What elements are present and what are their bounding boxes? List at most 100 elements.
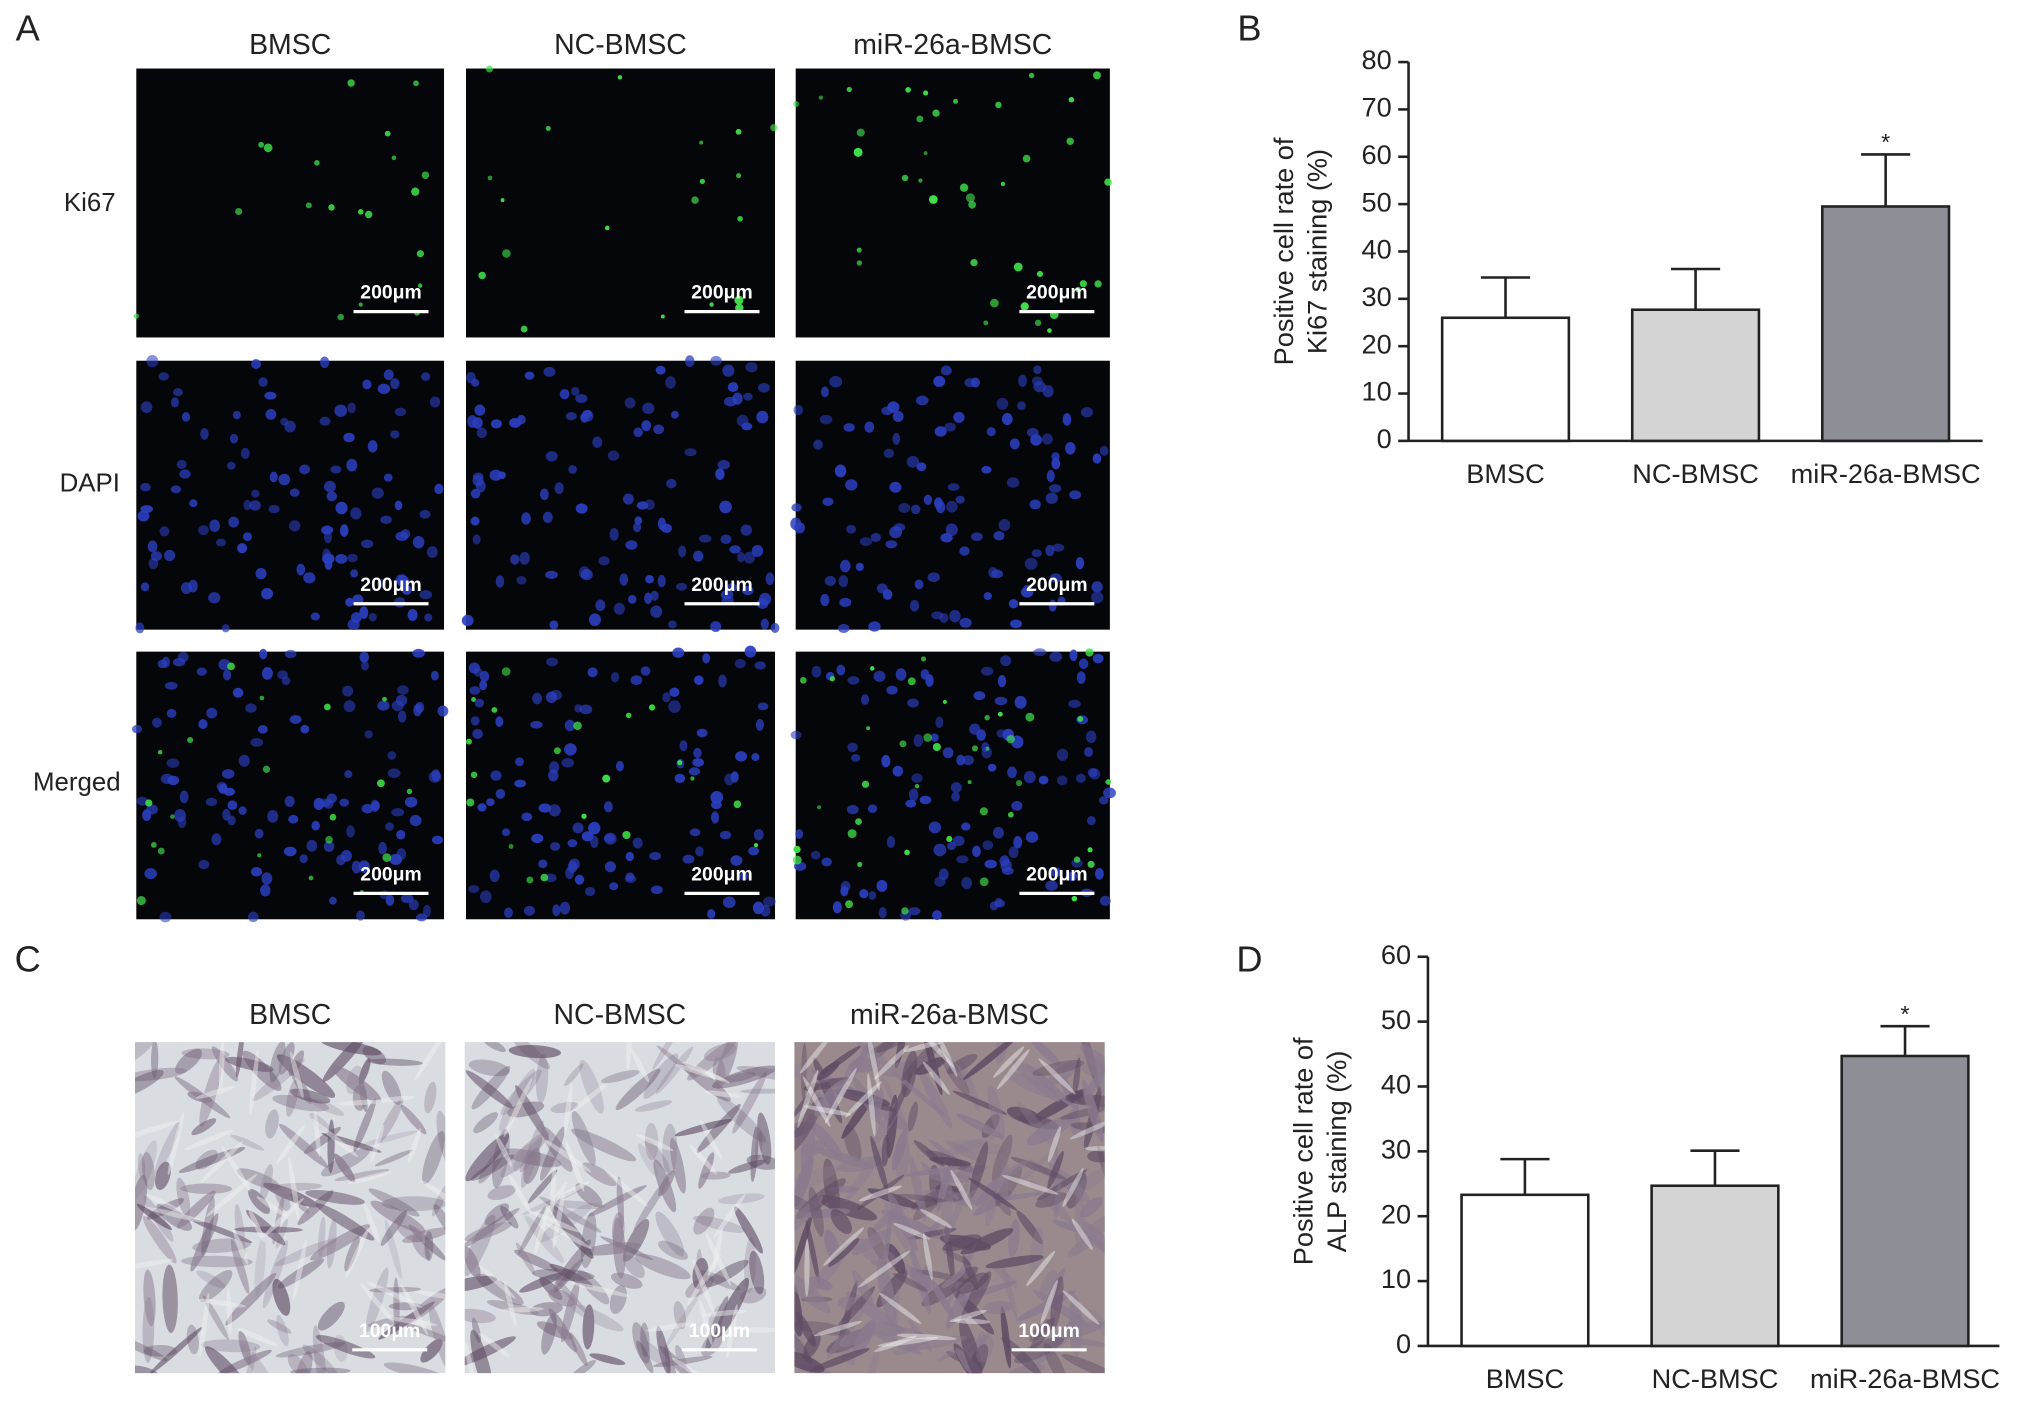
- cell: [422, 1131, 445, 1185]
- nucleus: [258, 377, 268, 387]
- nucleus: [177, 816, 187, 829]
- nucleus: [607, 450, 620, 461]
- nucleus: [503, 907, 513, 918]
- nucleus: [390, 378, 400, 390]
- cell: [1048, 1060, 1079, 1086]
- nucleus: [229, 433, 239, 444]
- nucleus: [748, 846, 760, 856]
- cell: [887, 1191, 918, 1252]
- cell-highlight: [360, 1283, 395, 1323]
- nucleus: [329, 896, 337, 905]
- scale-bar-label: 100μm: [1018, 1320, 1079, 1342]
- nucleus: [398, 574, 408, 585]
- cells: [794, 1042, 1105, 1374]
- cell: [582, 1162, 617, 1187]
- nucleus: [461, 614, 474, 627]
- cell: [600, 1070, 640, 1084]
- nucleus: [222, 669, 232, 681]
- cell: [465, 1070, 513, 1109]
- cell-highlight: [699, 1299, 713, 1345]
- nucleus: [650, 885, 663, 895]
- cell: [987, 1084, 1005, 1141]
- cell-highlight: [922, 1232, 933, 1281]
- nucleus: [391, 808, 405, 817]
- y-tick-label: 40: [1381, 1069, 1411, 1100]
- cell: [805, 1220, 820, 1284]
- nucleus: [813, 439, 823, 450]
- nucleus: [1092, 653, 1104, 664]
- nucleus: [163, 549, 176, 562]
- cell-highlight: [348, 1171, 392, 1185]
- cell: [315, 1203, 375, 1241]
- cell: [808, 1186, 824, 1237]
- cell-highlight: [345, 1227, 369, 1279]
- cell-highlight: [857, 1250, 911, 1288]
- cell-highlight: [414, 1042, 446, 1081]
- cell: [749, 1250, 765, 1295]
- cell: [984, 1160, 1027, 1191]
- nucleus: [678, 545, 687, 558]
- nucleus: [221, 768, 235, 779]
- cell: [332, 1065, 382, 1103]
- nucleus: [717, 459, 731, 470]
- column-header: miR-26a-BMSC: [850, 999, 1049, 1031]
- nucleus: [250, 738, 264, 747]
- nucleus: [839, 597, 852, 607]
- nucleus: [552, 904, 561, 917]
- nucleus: [189, 499, 198, 508]
- ki67-dot: [990, 298, 999, 308]
- nucleus: [173, 388, 183, 397]
- nucleus: [530, 720, 543, 729]
- nucleus: [437, 705, 449, 717]
- nucleus: [323, 798, 334, 809]
- nucleus: [344, 770, 353, 779]
- y-tick-label: 70: [1362, 92, 1392, 123]
- nucleus: [394, 407, 407, 417]
- nucleus: [625, 540, 638, 550]
- cell: [431, 1183, 446, 1217]
- ki67-dot: [305, 202, 312, 209]
- y-tick-label: 60: [1381, 939, 1411, 970]
- nucleus: [267, 809, 279, 823]
- nucleus: [730, 855, 743, 866]
- nucleus: [756, 598, 769, 609]
- nucleus: [675, 582, 688, 591]
- nucleus: [882, 589, 893, 600]
- ki67-dot: [500, 198, 505, 203]
- ki67-dot: [800, 677, 807, 684]
- nucleus: [669, 687, 680, 698]
- ki67-dot: [995, 101, 1002, 109]
- cell: [794, 1270, 831, 1313]
- nucleus: [546, 657, 559, 667]
- micrograph: 200μm: [135, 355, 445, 634]
- cell-highlight: [503, 1077, 533, 1138]
- nucleus: [300, 724, 310, 734]
- cell: [1029, 1042, 1061, 1066]
- cell-highlight: [236, 1327, 279, 1347]
- nucleus: [350, 569, 359, 578]
- nucleus: [855, 562, 864, 572]
- nucleus: [324, 480, 336, 493]
- ki67-dot: [918, 178, 923, 183]
- cell: [589, 1353, 626, 1365]
- nucleus: [868, 890, 877, 900]
- image-background: [136, 68, 445, 338]
- cell-highlight: [804, 1239, 810, 1298]
- cell: [794, 1195, 823, 1242]
- cell: [367, 1315, 413, 1328]
- nucleus: [981, 746, 992, 759]
- nucleus: [137, 510, 150, 522]
- cell: [433, 1204, 446, 1236]
- nucleus: [147, 540, 158, 553]
- cell-highlight: [813, 1321, 862, 1337]
- nucleus: [250, 866, 263, 877]
- ki67-dot: [411, 187, 420, 196]
- ki67-dot: [329, 813, 337, 821]
- cell: [656, 1045, 697, 1077]
- cell: [321, 1133, 382, 1153]
- y-tick-label: 10: [1381, 1263, 1411, 1294]
- image-background: [795, 360, 1110, 630]
- nucleus: [810, 850, 821, 860]
- nucleus: [343, 432, 355, 443]
- cell: [698, 1152, 715, 1189]
